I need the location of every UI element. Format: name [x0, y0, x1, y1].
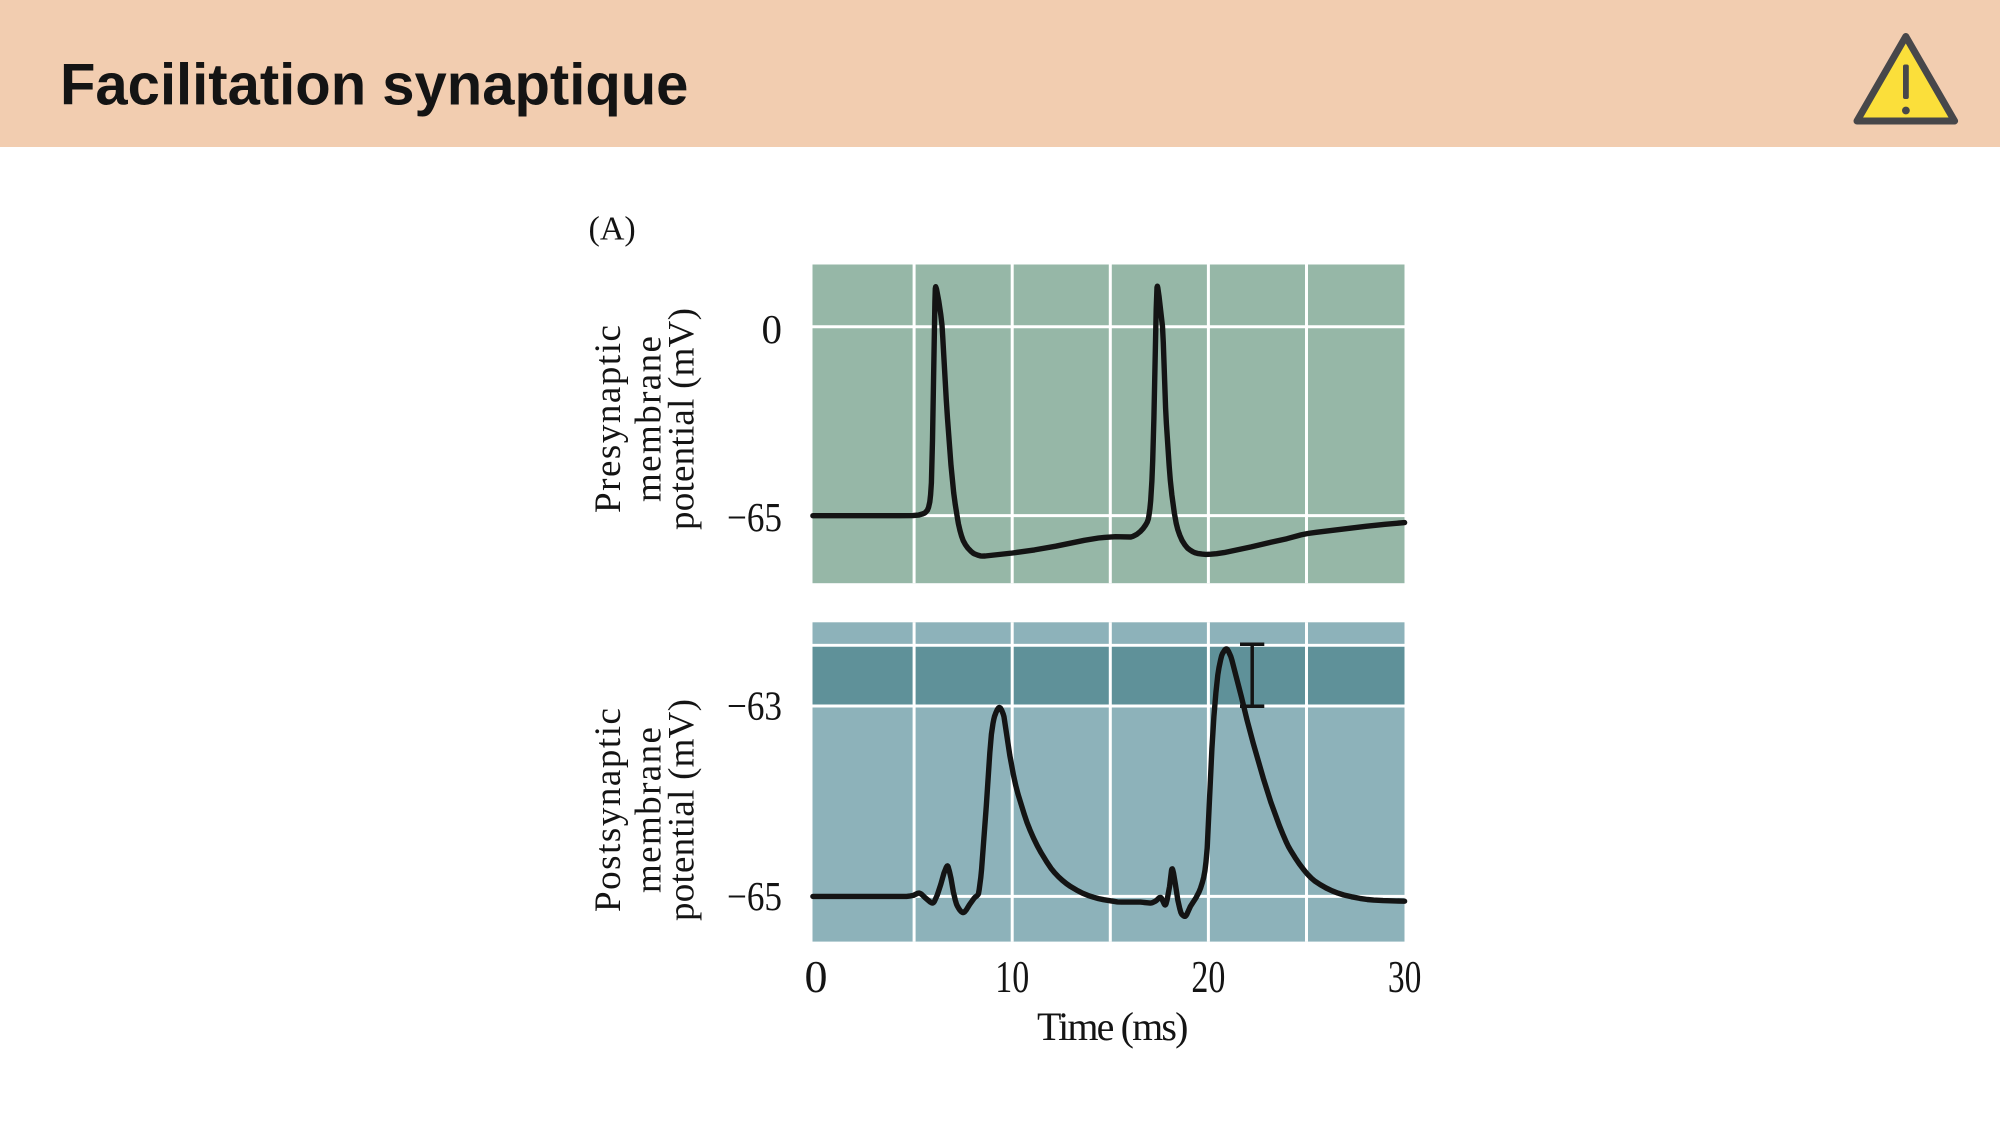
svg-text:Postsynaptic: Postsynaptic: [588, 708, 629, 912]
svg-text:−63: −63: [727, 683, 782, 729]
svg-text:Facilitation synaptique: Facilitation synaptique: [60, 53, 688, 118]
svg-text:20: 20: [1191, 951, 1225, 1002]
svg-text:0: 0: [762, 306, 783, 352]
svg-text:30: 30: [1388, 951, 1422, 1002]
svg-text:−65: −65: [727, 494, 782, 540]
svg-text:−65: −65: [727, 873, 782, 919]
svg-text:Time (ms): Time (ms): [1037, 1004, 1189, 1049]
svg-text:Presynaptic: Presynaptic: [588, 325, 629, 513]
svg-text:0: 0: [805, 951, 828, 1002]
svg-text:(A): (A): [589, 211, 636, 248]
svg-text:membrane: membrane: [629, 336, 670, 502]
svg-text:potential (mV): potential (mV): [662, 308, 703, 530]
svg-text:potential (mV): potential (mV): [662, 699, 703, 921]
svg-text:membrane: membrane: [629, 727, 670, 893]
svg-text:10: 10: [995, 951, 1029, 1002]
